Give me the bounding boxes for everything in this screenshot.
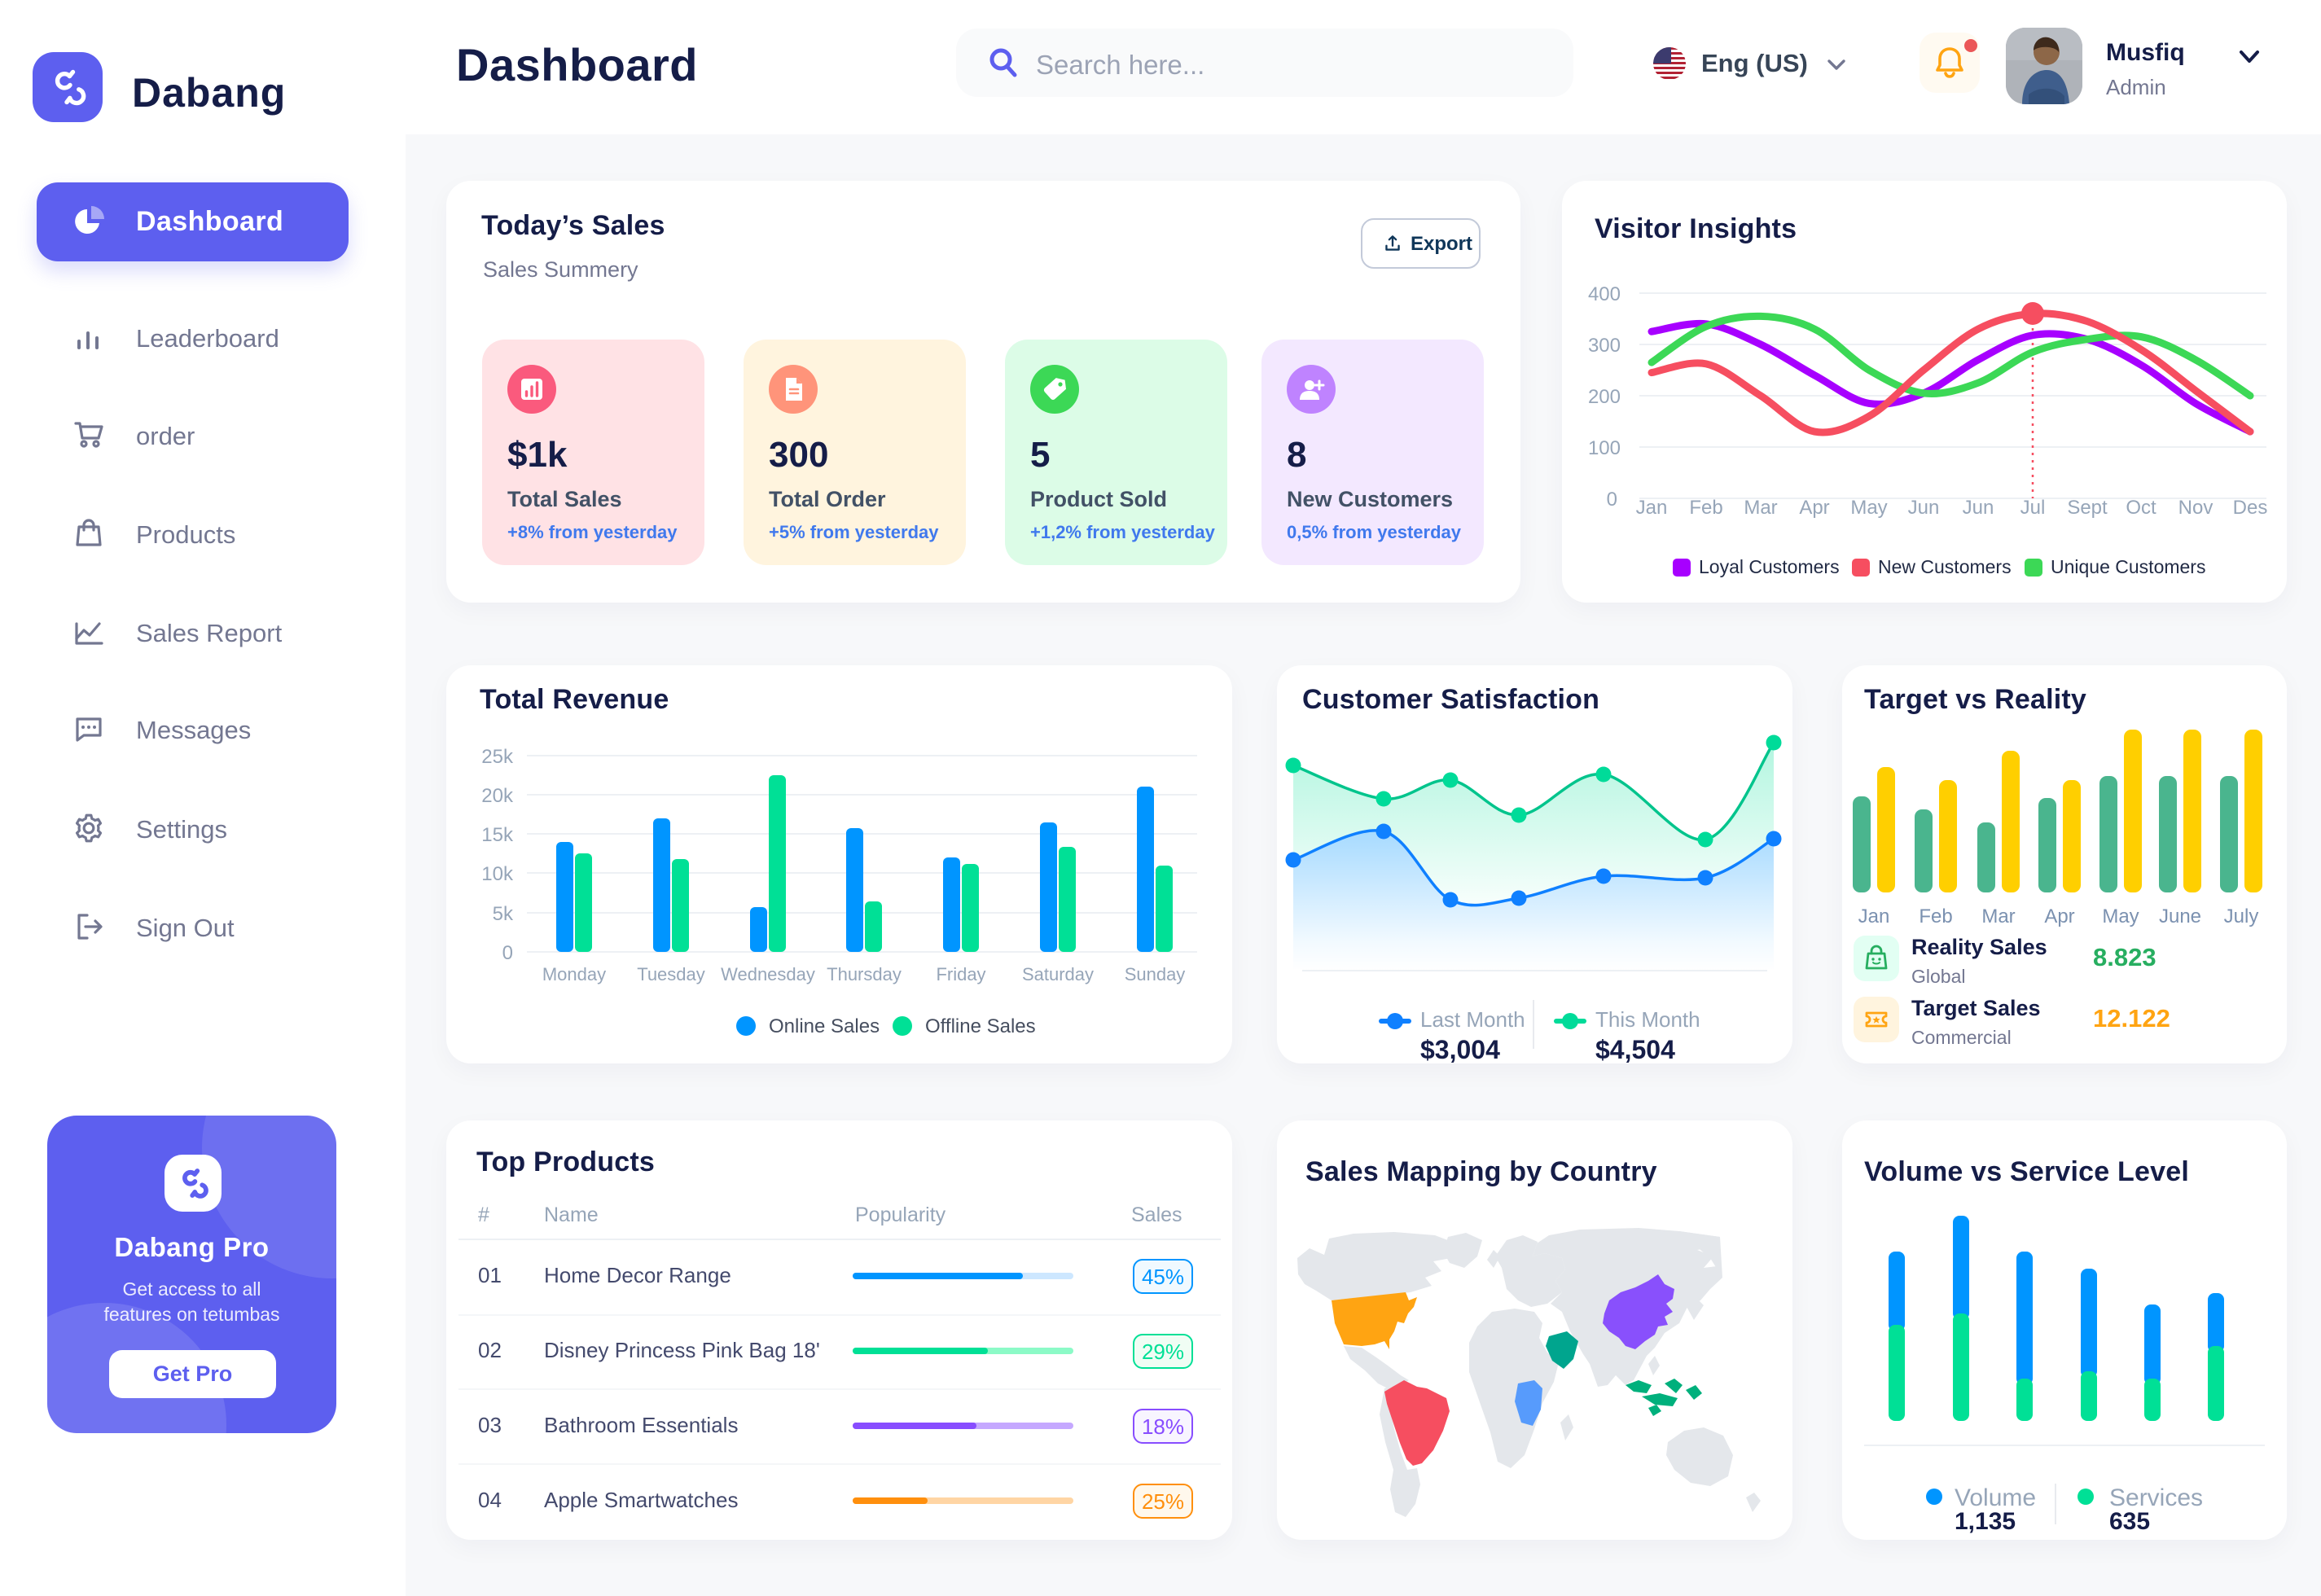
svg-text:Online Sales: Online Sales bbox=[769, 1015, 880, 1037]
svg-text:July: July bbox=[2224, 905, 2259, 927]
svg-text:$3,004: $3,004 bbox=[1420, 1035, 1500, 1063]
svg-text:Nov: Nov bbox=[2178, 497, 2214, 519]
svg-text:0: 0 bbox=[1607, 489, 1617, 511]
svg-text:Thursday: Thursday bbox=[827, 964, 902, 984]
svg-text:635: 635 bbox=[2109, 1508, 2150, 1535]
svg-text:200: 200 bbox=[1588, 386, 1621, 408]
svg-text:100: 100 bbox=[1588, 437, 1621, 459]
svg-text:Volume: Volume bbox=[1955, 1484, 2036, 1511]
svg-text:Mar: Mar bbox=[1744, 497, 1777, 519]
svg-text:Wednesday: Wednesday bbox=[721, 964, 815, 984]
svg-text:Sept: Sept bbox=[2067, 497, 2108, 519]
svg-text:June: June bbox=[2159, 905, 2201, 927]
svg-text:Apr: Apr bbox=[1799, 497, 1829, 519]
svg-text:$4,504: $4,504 bbox=[1595, 1035, 1675, 1063]
svg-text:0: 0 bbox=[502, 942, 513, 964]
svg-text:25k: 25k bbox=[481, 746, 514, 768]
svg-text:Saturday: Saturday bbox=[1022, 964, 1094, 984]
svg-text:5k: 5k bbox=[493, 903, 514, 925]
svg-text:This Month: This Month bbox=[1595, 1007, 1700, 1032]
svg-text:Services: Services bbox=[2109, 1484, 2203, 1511]
svg-text:1,135: 1,135 bbox=[1955, 1508, 2016, 1535]
svg-text:Monday: Monday bbox=[542, 964, 606, 984]
svg-text:Unique Customers: Unique Customers bbox=[2051, 556, 2205, 577]
svg-text:Jul: Jul bbox=[2020, 497, 2046, 519]
svg-text:May: May bbox=[1850, 497, 1887, 519]
svg-text:300: 300 bbox=[1588, 335, 1621, 357]
svg-text:Sunday: Sunday bbox=[1125, 964, 1186, 984]
svg-text:New Customers: New Customers bbox=[1878, 556, 2012, 577]
svg-text:Jun: Jun bbox=[1908, 497, 1940, 519]
svg-text:Feb: Feb bbox=[1919, 905, 1952, 927]
svg-text:Oct: Oct bbox=[2126, 497, 2156, 519]
svg-text:Jan: Jan bbox=[1636, 497, 1668, 519]
svg-text:Apr: Apr bbox=[2044, 905, 2074, 927]
svg-text:15k: 15k bbox=[481, 824, 514, 846]
svg-text:Loyal Customers: Loyal Customers bbox=[1699, 556, 1840, 577]
svg-text:20k: 20k bbox=[481, 785, 514, 807]
svg-text:Tuesday: Tuesday bbox=[637, 964, 705, 984]
svg-text:Jun: Jun bbox=[1963, 497, 1994, 519]
svg-text:10k: 10k bbox=[481, 863, 514, 885]
svg-text:Last Month: Last Month bbox=[1420, 1007, 1525, 1032]
svg-text:Offline Sales: Offline Sales bbox=[925, 1015, 1036, 1037]
svg-text:Feb: Feb bbox=[1689, 497, 1722, 519]
svg-text:Jan: Jan bbox=[1858, 905, 1890, 927]
svg-text:400: 400 bbox=[1588, 283, 1621, 305]
svg-text:Des: Des bbox=[2233, 497, 2268, 519]
svg-text:Mar: Mar bbox=[1981, 905, 2015, 927]
svg-text:Friday: Friday bbox=[936, 964, 985, 984]
svg-text:May: May bbox=[2102, 905, 2139, 927]
